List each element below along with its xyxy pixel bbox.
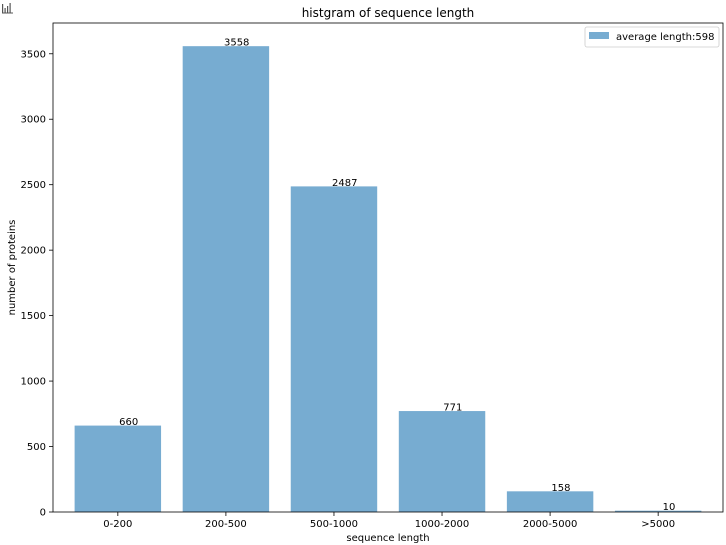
y-tick-label: 0 xyxy=(40,508,46,519)
y-axis-label: number of proteins xyxy=(7,220,18,316)
legend: average length:598 xyxy=(584,26,720,48)
x-tick-label: 1000-2000 xyxy=(415,519,470,530)
bar-value-label: 10 xyxy=(663,502,676,513)
bar-1000-2000 xyxy=(398,411,486,512)
y-tick-label: 2000 xyxy=(21,246,46,257)
y-tick-label: 1000 xyxy=(21,377,46,388)
plot-frame xyxy=(52,22,724,513)
legend-swatch xyxy=(589,32,609,39)
bar-value-label: 660 xyxy=(119,417,138,428)
bar-value-label: 3558 xyxy=(224,38,249,49)
chart-bar-icon xyxy=(2,3,13,14)
legend-box xyxy=(584,26,720,48)
x-tick-label: 2000-5000 xyxy=(523,519,578,530)
y-tick-label: 500 xyxy=(27,442,46,453)
bar-200-500 xyxy=(182,46,270,512)
bar-500-1000 xyxy=(290,186,378,513)
y-tick-label: 1500 xyxy=(21,311,46,322)
x-tick-label: 200-500 xyxy=(205,519,247,530)
x-tick-label: 0-200 xyxy=(103,519,132,530)
ticks-layer: 0-200 200-500 500-1000 1000-2000 2000-5000 >5… xyxy=(21,49,676,530)
x-tick-label: >5000 xyxy=(641,519,675,530)
chart-title: histgram of sequence length xyxy=(302,6,475,20)
bar-2000-5000 xyxy=(506,491,594,512)
bar-value-label: 2487 xyxy=(332,178,357,189)
bars-layer: 660 3558 2487 771 158 10 xyxy=(74,38,702,513)
bar-value-label: 158 xyxy=(551,483,570,494)
y-tick-label: 3500 xyxy=(21,49,46,60)
legend-entry: average length:598 xyxy=(616,32,714,43)
x-axis-label: sequence length xyxy=(346,533,429,544)
y-tick-label: 2500 xyxy=(21,180,46,191)
bar->5000 xyxy=(614,510,702,512)
bar-value-label: 771 xyxy=(443,403,462,414)
x-tick-label: 500-1000 xyxy=(310,519,358,530)
bar-0-200 xyxy=(74,425,162,512)
y-tick-label: 3000 xyxy=(21,115,46,126)
